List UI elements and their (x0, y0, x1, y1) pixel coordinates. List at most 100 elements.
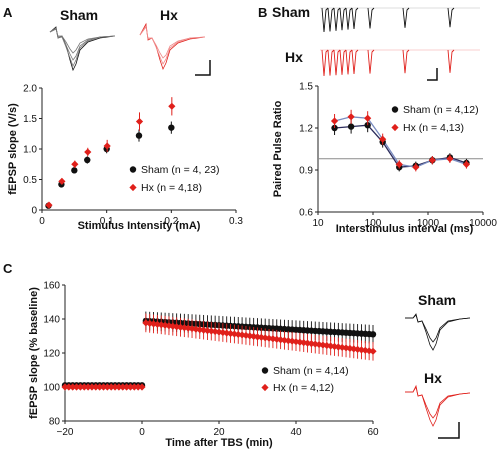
sham-point (369, 331, 377, 338)
train-spike-sham (327, 7, 335, 32)
panel-b-train-traces (320, 7, 480, 77)
y-axis-title: fEPSP slope (V/s) (7, 103, 19, 195)
hx-point (157, 321, 165, 329)
hx-point (123, 383, 131, 391)
hx-point (71, 160, 79, 168)
hx-point (395, 160, 403, 168)
sham-point (135, 132, 143, 139)
legend-label-sham: Sham (n = 4,14) (273, 365, 349, 377)
hx-point (462, 160, 471, 168)
hx-point (168, 102, 176, 110)
hx-point (72, 383, 81, 391)
hx-point (330, 117, 339, 125)
x-axis-title: Time after TBS (min) (165, 437, 273, 449)
x-tick-label: 0.2 (164, 216, 178, 227)
y-tick-label: 80 (49, 417, 61, 428)
x-tick-label: −20 (57, 427, 74, 438)
hx-point (103, 142, 111, 150)
panel-a-hx-label: Hx (160, 7, 178, 23)
panel-a-sham-label: Sham (60, 7, 98, 23)
legend-marker-sham (391, 106, 399, 113)
x-tick-label: 10 (312, 218, 324, 229)
x-tick-label: 1000 (417, 218, 440, 229)
hx-point (119, 383, 127, 391)
hx-point (169, 322, 177, 330)
x-tick-label: 0.1 (100, 216, 114, 227)
hx-point (365, 347, 373, 355)
legend-marker-sham (129, 166, 137, 173)
y-axis-title: Paired Pulse Ratio (272, 100, 284, 197)
sham-point (71, 167, 78, 174)
y-tick-label: 160 (43, 281, 60, 292)
hx-point (69, 383, 77, 391)
y-tick-label: 0.6 (299, 208, 313, 219)
train-spike-hx (345, 49, 353, 75)
x-tick-label: 10000 (469, 218, 497, 229)
train-spike-hx (447, 49, 455, 73)
panel-letter-b: B (258, 5, 267, 20)
hx-point (284, 337, 292, 345)
hx-point (303, 339, 312, 347)
hx-point (334, 343, 342, 351)
train-spike-hx (351, 49, 359, 75)
hx-point (130, 383, 138, 391)
hx-point (347, 113, 355, 121)
hx-point (138, 383, 146, 391)
panel-letter-c: C (3, 261, 13, 276)
train-spike-hx (321, 49, 329, 77)
hx-point (180, 324, 188, 332)
x-tick-label: 40 (290, 427, 302, 438)
hx-point (369, 347, 377, 355)
x-tick-label: 60 (367, 427, 379, 438)
x-axis-title: Stimulus Intensity (mA) (78, 220, 201, 232)
y-tick-label: 1.5 (23, 114, 37, 125)
legend-label-hx: Hx (n = 4,12) (273, 382, 334, 394)
y-tick-label: 1.0 (23, 145, 37, 156)
legend-label-sham: Sham (n = 4,12) (403, 104, 479, 116)
hx-point (111, 383, 119, 391)
legend-marker-hx (129, 183, 137, 192)
hx-point (327, 342, 335, 350)
panel-c-sham-traces (405, 313, 471, 351)
y-tick-label: 100 (43, 383, 60, 394)
train-spike-sham (321, 7, 329, 33)
y-tick-label: 1.2 (299, 124, 313, 135)
y-tick-label: 0.5 (23, 175, 37, 186)
train-spike-sham (333, 7, 341, 31)
legend-marker-hx (391, 123, 399, 132)
hx-point (346, 344, 354, 353)
hx-point (192, 325, 200, 333)
x-tick-label: 20 (213, 427, 225, 438)
hx-point (338, 343, 346, 352)
hx-point (307, 339, 315, 348)
hx-point (96, 383, 104, 391)
hx-point (230, 330, 238, 338)
hx-point (428, 156, 436, 164)
hx-point (99, 383, 108, 391)
chart-a: 0 0.5 1.0 1.5 2.0 0 0.1 0.2 0.3 Stimulus Intensit… (7, 84, 243, 233)
hx-point (92, 383, 100, 391)
x-tick-label: 0 (39, 216, 45, 227)
hx-point (80, 383, 88, 391)
hx-point (61, 383, 69, 391)
hx-point (188, 325, 196, 333)
train-spike-hx (339, 49, 347, 75)
hx-point (173, 323, 181, 331)
train-spike-hx (367, 49, 375, 74)
hx-point (84, 383, 92, 391)
y-tick-label: 120 (43, 349, 60, 360)
hx-point (342, 344, 350, 352)
hx-point (84, 148, 92, 156)
hx-point (134, 383, 142, 391)
legend-label-sham: Sham (n = 4, 23) (141, 164, 220, 176)
y-axis-title: fEPSP slope (% baseline) (28, 287, 40, 419)
hx-point (149, 320, 158, 328)
hx-point (265, 334, 273, 342)
sham-point (84, 156, 91, 164)
train-spike-hx (402, 49, 410, 74)
legend-label-hx: Hx (n = 4,18) (141, 182, 202, 194)
panel-c-scale-bar (438, 422, 460, 439)
hx-point (58, 177, 66, 185)
sham-point (347, 123, 355, 130)
